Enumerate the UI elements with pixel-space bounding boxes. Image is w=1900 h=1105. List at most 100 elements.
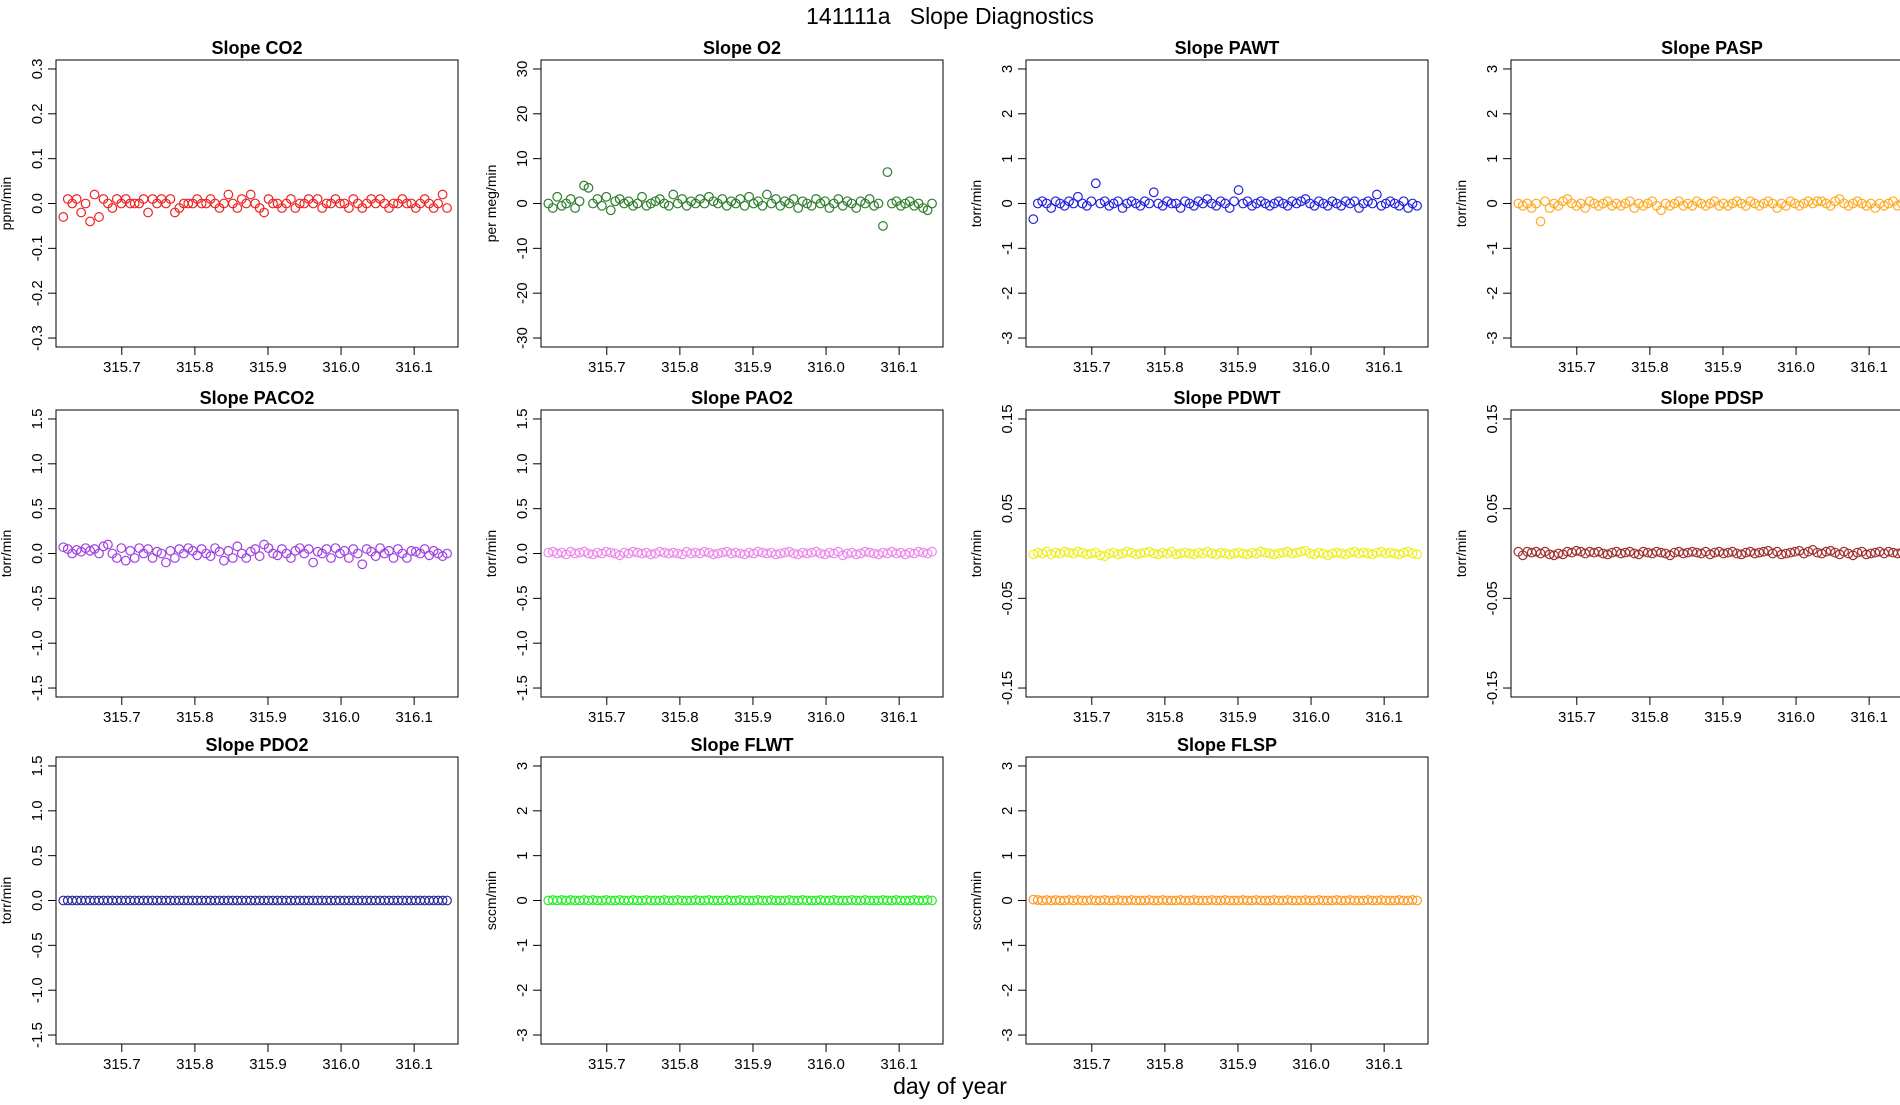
x-tick-label: 316.1 [1850, 709, 1888, 726]
data-point [1327, 196, 1338, 207]
data-point [245, 189, 256, 200]
data-point [739, 200, 750, 211]
data-point [860, 546, 871, 557]
data-point [1754, 200, 1765, 211]
data-point [165, 545, 176, 556]
data-point [335, 198, 345, 209]
data-point [294, 198, 305, 209]
data-point [842, 196, 853, 207]
panel-2: Slope O2 per meg/min 315.7 315.8 315.9 316.0 3… [483, 38, 944, 376]
data-point [1723, 200, 1733, 211]
data-point [1602, 549, 1613, 560]
data-point [1843, 200, 1854, 211]
x-tick-label: 315.9 [249, 709, 287, 726]
x-tick-label: 316.0 [1292, 709, 1330, 726]
data-point [1407, 548, 1418, 559]
data-point [735, 194, 746, 204]
data-point [1313, 196, 1324, 207]
data-point [770, 549, 781, 560]
data-point [770, 194, 781, 204]
data-point [1358, 547, 1369, 558]
data-point [1385, 196, 1396, 207]
data-point [227, 553, 238, 563]
y-axis-label: sccm/min [968, 871, 984, 930]
x-tick-label: 315.8 [1146, 709, 1184, 726]
data-point [437, 895, 448, 906]
y-tick-label: 3 [514, 762, 531, 770]
y-tick-label: 0.15 [999, 404, 1016, 433]
data-point [570, 203, 580, 213]
x-tick-label: 316.0 [1777, 359, 1815, 376]
data-point [1331, 547, 1342, 558]
data-point [1037, 196, 1048, 207]
data-point [1776, 198, 1787, 209]
data-point [129, 198, 140, 209]
data-point [357, 559, 368, 570]
data-point [1705, 549, 1716, 560]
data-point [574, 196, 585, 207]
data-point [1624, 196, 1635, 207]
y-axis-label: ppm/min [0, 177, 14, 231]
data-point [384, 545, 394, 556]
data-point [654, 546, 665, 557]
data-point [1665, 200, 1675, 211]
data-point [1273, 548, 1284, 559]
y-tick-label: 0.1 [29, 148, 46, 169]
y-tick-label: 0.05 [999, 494, 1016, 523]
data-point [922, 205, 933, 216]
data-point [1540, 196, 1550, 207]
data-point [1166, 198, 1177, 209]
data-point [579, 180, 589, 191]
data-point [1412, 549, 1422, 560]
data-point [900, 198, 911, 209]
data-point [388, 553, 399, 563]
data-point [1260, 547, 1271, 558]
y-tick-label: 1 [514, 851, 531, 859]
x-tick-label: 316.0 [322, 709, 360, 726]
x-tick-label: 315.8 [661, 1056, 699, 1073]
y-tick-label: -0.2 [29, 280, 46, 306]
y-tick-label: 2 [999, 807, 1016, 815]
y-tick-label: 0.5 [29, 845, 46, 866]
data-point [1861, 549, 1872, 560]
data-point [641, 200, 652, 211]
figure-x-axis-label: day of year [893, 1073, 1007, 1099]
data-point [1367, 198, 1378, 209]
data-point [802, 198, 813, 209]
y-axis-label: sccm/min [483, 871, 499, 930]
y-tick-label: 1.0 [514, 453, 531, 474]
data-point [668, 547, 679, 558]
data-point [1598, 198, 1608, 209]
y-tick-label: 0 [1484, 199, 1501, 207]
data-point [552, 191, 563, 202]
y-axis-label: torr/min [1453, 180, 1469, 227]
data-point [1086, 196, 1097, 207]
data-point [1385, 547, 1396, 558]
data-point [285, 553, 296, 563]
y-tick-label: -1.5 [29, 675, 46, 701]
data-point [1798, 548, 1809, 559]
data-point [1287, 548, 1298, 559]
data-point [103, 539, 113, 550]
x-tick-label: 316.0 [1777, 709, 1815, 726]
data-point [1700, 200, 1711, 211]
data-point [125, 545, 136, 556]
x-tick-label: 316.0 [322, 1056, 360, 1073]
data-point [254, 551, 265, 562]
data-point [650, 196, 661, 207]
data-point [89, 189, 100, 200]
data-point [788, 194, 799, 204]
data-point [601, 546, 612, 557]
data-point [1727, 546, 1738, 557]
x-tick-label: 316.1 [880, 359, 918, 376]
data-point [1148, 187, 1159, 198]
data-point [1238, 198, 1248, 209]
plot-frame [1025, 409, 1429, 698]
data-point [797, 196, 808, 207]
x-tick-label: 316.1 [1850, 359, 1888, 376]
data-point [592, 194, 603, 204]
plot-frame [1510, 409, 1900, 698]
